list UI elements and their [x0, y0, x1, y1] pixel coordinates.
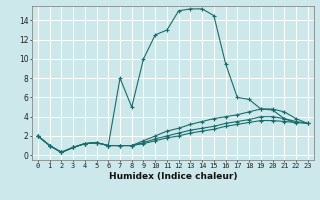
X-axis label: Humidex (Indice chaleur): Humidex (Indice chaleur)	[108, 172, 237, 181]
